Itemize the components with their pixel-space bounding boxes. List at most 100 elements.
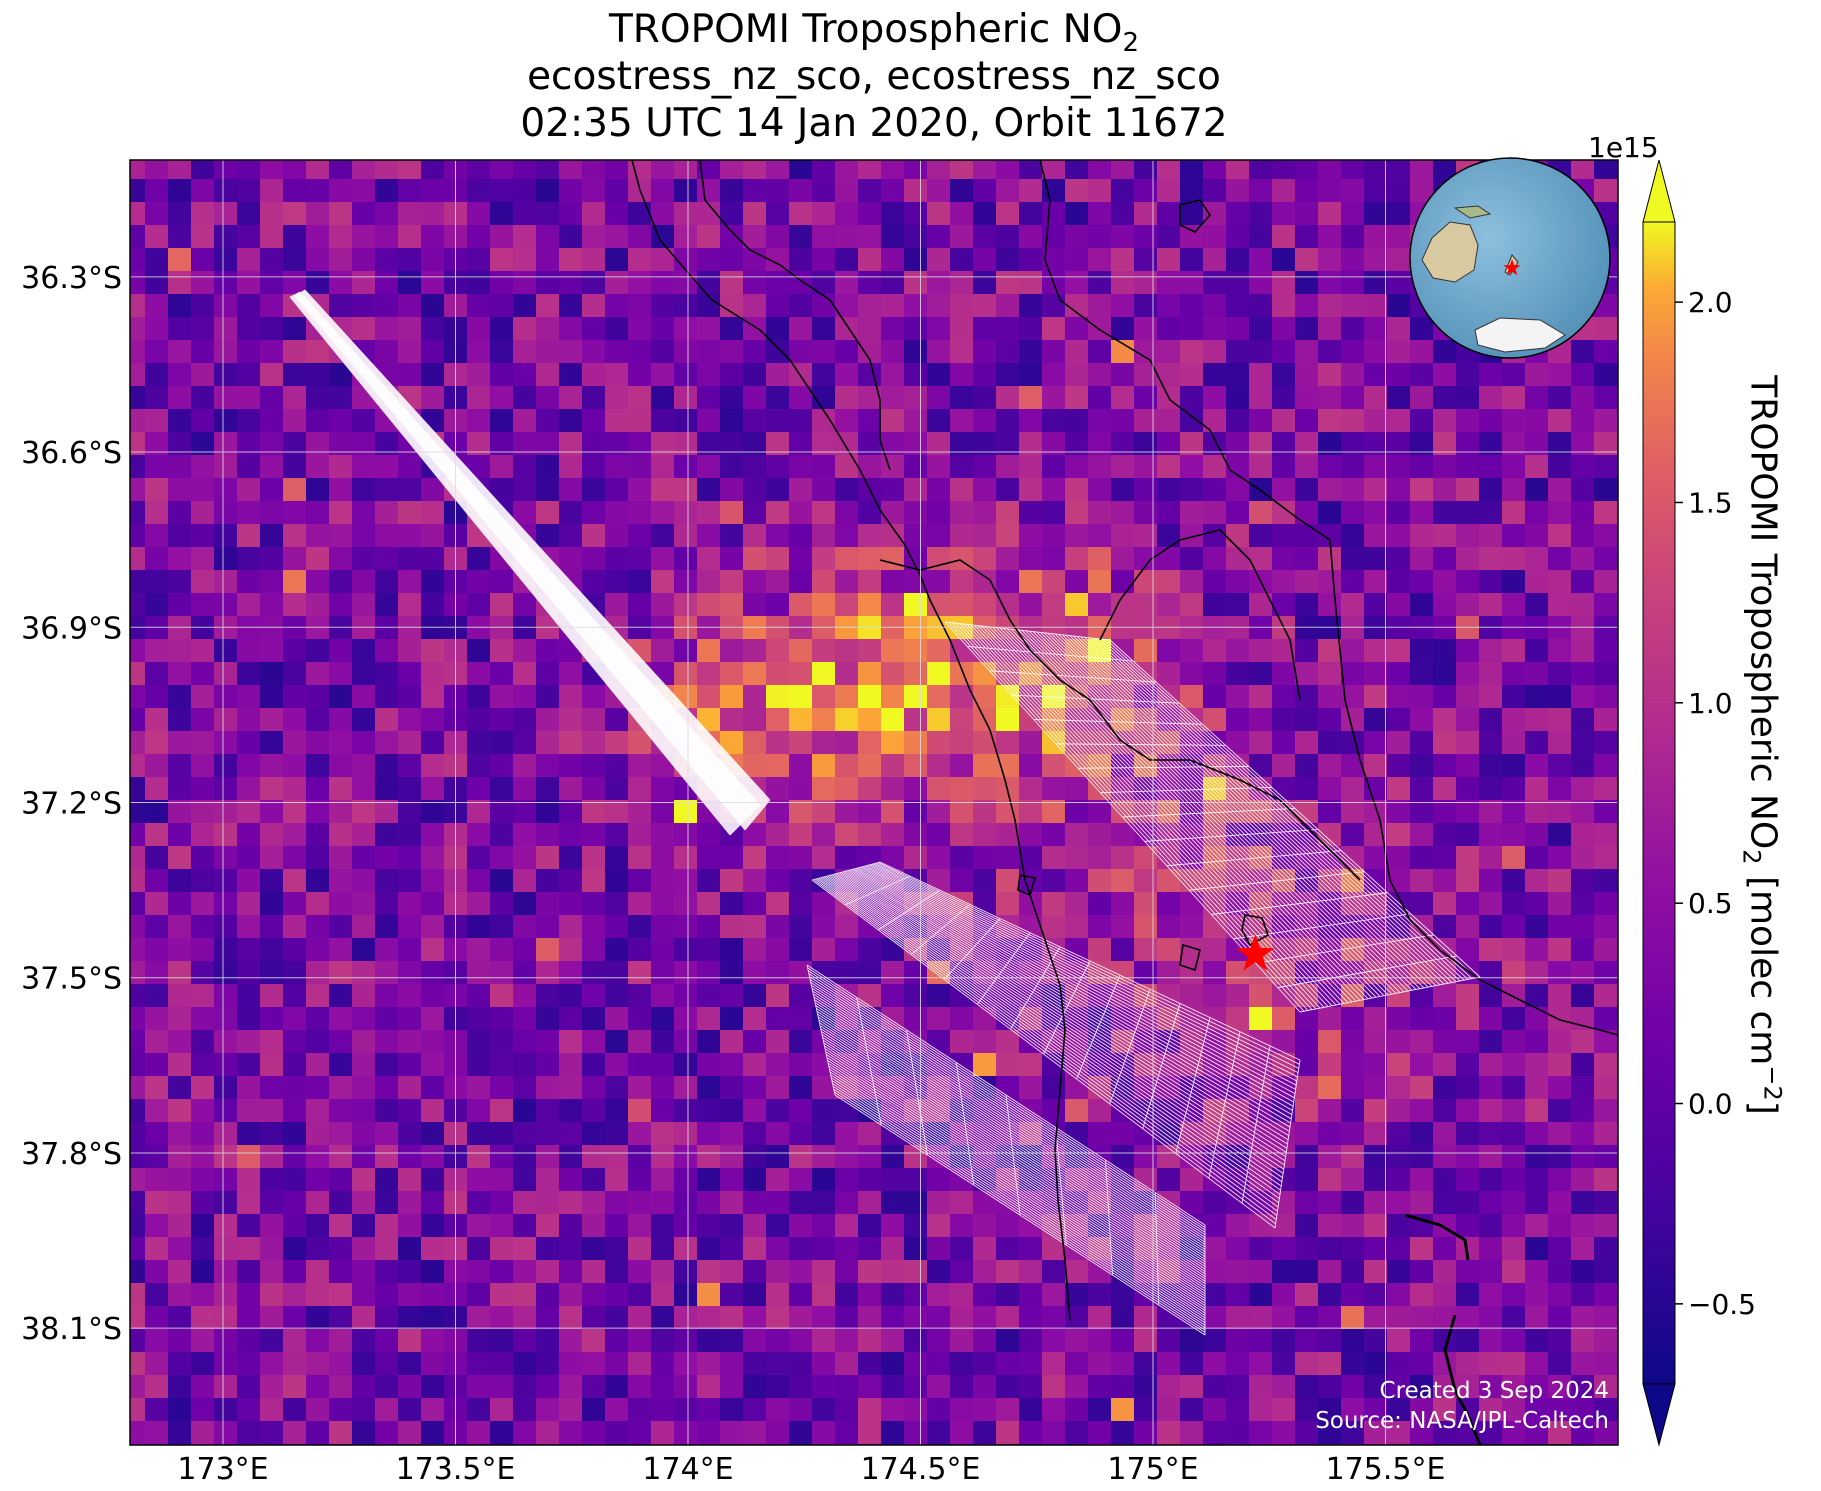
no2-pixel [329,731,353,755]
no2-pixel [927,708,951,732]
no2-pixel [1571,386,1595,410]
no2-pixel [467,547,491,571]
no2-pixel [996,570,1020,594]
no2-pixel [536,1053,560,1077]
no2-pixel [559,662,583,686]
no2-pixel [375,294,399,318]
no2-pixel [490,386,514,410]
no2-pixel [1019,248,1043,272]
no2-pixel [1617,1191,1618,1215]
no2-pixel [1272,386,1296,410]
no2-pixel [237,524,261,548]
no2-pixel [812,938,836,962]
no2-pixel [536,1168,560,1192]
no2-pixel [1525,1260,1549,1284]
no2-pixel [605,1122,629,1146]
no2-pixel [559,1444,583,1445]
no2-pixel [375,685,399,709]
no2-pixel [329,662,353,686]
no2-pixel [789,846,813,870]
no2-pixel [329,1214,353,1238]
no2-pixel [996,160,1020,180]
no2-pixel [490,225,514,249]
no2-pixel [375,455,399,479]
no2-pixel [1042,777,1066,801]
no2-pixel [1571,1191,1595,1215]
no2-pixel [881,248,905,272]
no2-pixel [559,708,583,732]
no2-pixel [490,1329,514,1353]
no2-pixel [513,662,537,686]
no2-pixel [743,1191,767,1215]
swath-3-grid [811,861,1301,1229]
no2-pixel [1272,1421,1296,1445]
no2-pixel [904,271,928,295]
no2-pixel [766,340,790,364]
no2-pixel [1433,409,1457,433]
no2-pixel [1157,179,1181,203]
no2-pixel [1318,455,1342,479]
no2-pixel [168,317,192,341]
no2-pixel [1571,570,1595,594]
no2-pixel [421,1237,445,1261]
no2-pixel [582,1260,606,1284]
no2-pixel [697,160,721,180]
no2-pixel [1065,524,1089,548]
no2-pixel [927,547,951,571]
no2-pixel [1433,1398,1457,1422]
no2-pixel [1548,731,1572,755]
no2-pixel [329,409,353,433]
no2-pixel [881,160,905,180]
no2-pixel [168,179,192,203]
no2-pixel [881,432,905,456]
no2-pixel [720,524,744,548]
no2-pixel [306,915,330,939]
no2-pixel [881,1329,905,1353]
no2-pixel [329,386,353,410]
no2-pixel [1456,1260,1480,1284]
no2-pixel [237,1352,261,1376]
no2-pixel [536,1375,560,1399]
no2-pixel [697,179,721,203]
no2-pixel [1272,501,1296,525]
no2-pixel [1387,478,1411,502]
no2-pixel [145,823,169,847]
no2-pixel [1249,708,1273,732]
no2-pixel [651,160,675,180]
no2-pixel [237,1099,261,1123]
no2-pixel [950,294,974,318]
no2-pixel [605,823,629,847]
no2-pixel [628,593,652,617]
no2-pixel [1249,340,1273,364]
no2-pixel [996,547,1020,571]
no2-pixel [214,432,238,456]
no2-pixel [1134,363,1158,387]
no2-pixel [766,915,790,939]
no2-pixel [214,1398,238,1422]
no2-pixel [1433,662,1457,686]
no2-pixel [881,1283,905,1307]
no2-pixel [1295,570,1319,594]
no2-pixel [628,340,652,364]
no2-pixel [375,961,399,985]
no2-pixel [720,455,744,479]
no2-pixel [467,1145,491,1169]
no2-pixel [1410,1352,1434,1376]
no2-pixel [1479,1099,1503,1123]
no2-pixel [1111,409,1135,433]
no2-pixel [130,1421,146,1445]
no2-pixel [306,593,330,617]
no2-pixel [1364,501,1388,525]
no2-pixel [283,1053,307,1077]
no2-pixel [191,938,215,962]
no2-pixel [329,616,353,640]
no2-pixel [628,432,652,456]
no2-pixel [927,754,951,778]
no2-pixel [1525,708,1549,732]
no2-pixel [352,501,376,525]
no2-pixel [1180,409,1204,433]
no2-pixel [1065,317,1089,341]
no2-pixel [260,386,284,410]
no2-pixel [191,1191,215,1215]
no2-pixel [1019,800,1043,824]
